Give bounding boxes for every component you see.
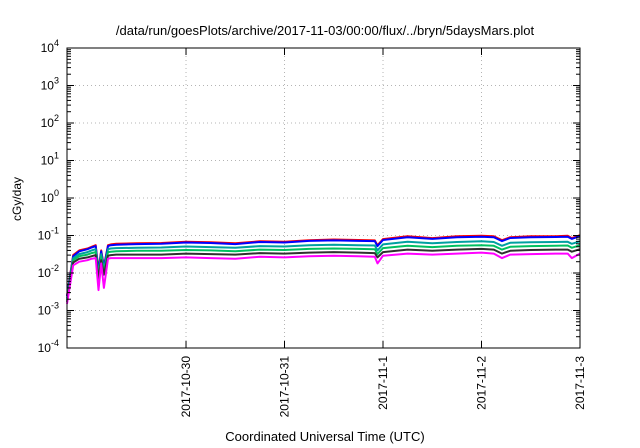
x-tick-label: 2017-11-1 <box>376 356 390 410</box>
x-axis-label: Coordinated Universal Time (UTC) <box>225 429 424 444</box>
x-tick-label: 2017-10-30 <box>179 356 193 418</box>
chart-title: /data/run/goesPlots/archive/2017-11-03/0… <box>116 23 535 38</box>
y-tick-label: 104 <box>41 38 59 55</box>
series-group <box>66 234 581 305</box>
y-tick-label: 100 <box>41 188 59 205</box>
x-axis: 2017-10-30 2017-10-31 2017-11-1 2017-11-2 20… <box>179 48 587 417</box>
y-tick-label: 101 <box>41 151 59 168</box>
y-tick-label: 103 <box>41 76 59 93</box>
y-tick-label: 102 <box>41 113 59 130</box>
y-tick-label: 10-1 <box>38 226 59 243</box>
grid <box>67 48 580 348</box>
y-tick-label: 10-2 <box>38 263 59 280</box>
x-tick-label: 2017-11-2 <box>475 356 489 410</box>
x-tick-label: 2017-11-3 <box>573 356 587 410</box>
y-tick-label: 10-4 <box>38 338 59 355</box>
x-tick-label: 2017-10-31 <box>278 356 292 418</box>
y-axis-label: cGy/day <box>10 177 24 221</box>
series-line <box>66 251 581 305</box>
y-tick-label: 10-3 <box>38 301 59 318</box>
y-axis: 10-4 10-3 10-2 10-1 100 101 102 103 104 <box>38 38 580 355</box>
